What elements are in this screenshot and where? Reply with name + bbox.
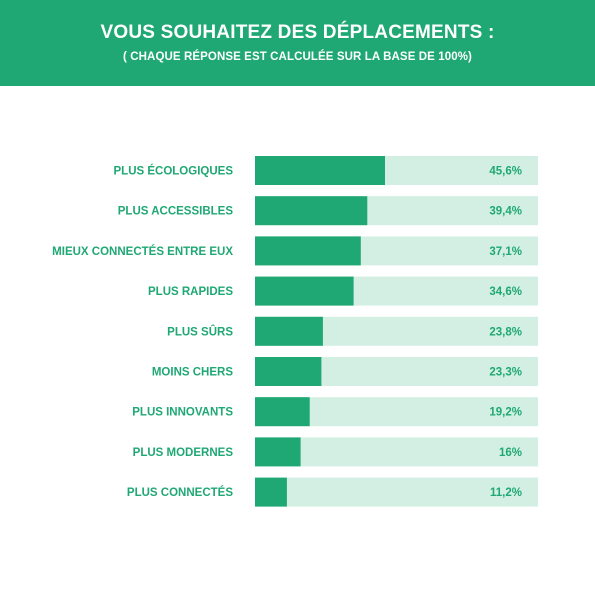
category-label: PLUS RAPIDES [148,286,233,298]
value-label: 34,6% [489,286,522,298]
bar [255,437,301,467]
header-banner: VOUS SOUHAITEZ DES DÉPLACEMENTS : ( CHAQ… [0,0,595,86]
value-label: 19,2% [489,407,522,419]
bar [255,276,354,306]
page-subtitle: ( CHAQUE RÉPONSE EST CALCULÉE SUR LA BAS… [123,51,472,63]
value-label: 45,6% [489,166,522,178]
bar [255,397,310,427]
category-label: PLUS INNOVANTS [132,407,233,419]
category-label: MIEUX CONNECTÉS ENTRE EUX [52,245,233,258]
bar [255,477,287,507]
value-label: 11,2% [490,487,522,499]
bar-track [255,437,538,467]
bar [255,236,361,266]
category-label: MOINS CHERS [152,367,233,379]
bar [255,316,323,346]
value-label: 16% [499,447,522,459]
category-label: PLUS MODERNES [133,447,234,459]
value-label: 23,8% [489,326,522,338]
category-label: PLUS SÛRS [167,325,233,338]
category-label: PLUS ÉCOLOGIQUES [114,165,234,178]
category-label: PLUS ACCESSIBLES [118,206,234,218]
bar [255,357,322,386]
value-label: 39,4% [489,206,522,218]
page-title: VOUS SOUHAITEZ DES DÉPLACEMENTS : [100,22,495,43]
category-label: PLUS CONNECTÉS [127,486,233,499]
bar [255,156,385,185]
bar-track [255,477,538,507]
bar [255,196,368,226]
value-label: 37,1% [489,246,522,258]
value-label: 23,3% [489,367,522,379]
